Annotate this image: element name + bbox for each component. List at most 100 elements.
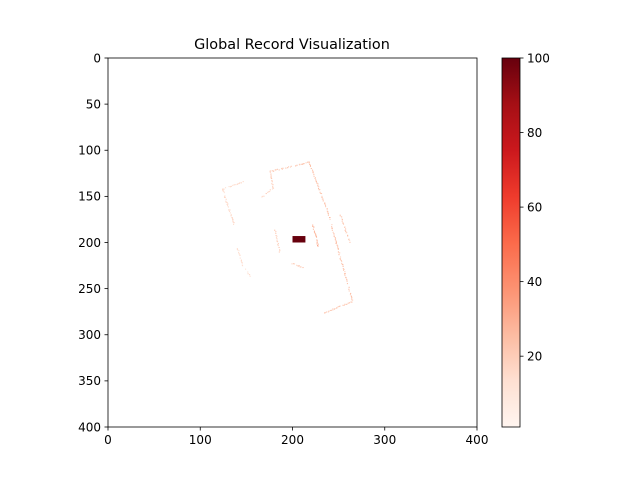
heatmap-wall-trace [270, 161, 310, 172]
heatmap-cell [324, 202, 326, 204]
heatmap-cell [351, 301, 353, 303]
y-tick-label: 50 [86, 97, 101, 111]
heatmap-cell [229, 186, 231, 188]
heatmap-cell [247, 273, 249, 275]
heatmap-cell [321, 195, 323, 197]
y-tick-label: 150 [78, 190, 101, 204]
heatmap-cell [346, 283, 349, 285]
heatmap-cell [342, 269, 345, 271]
colorbar-tick-label: 100 [527, 51, 550, 65]
heatmap-cell [337, 248, 339, 250]
heatmap-cell [340, 259, 342, 261]
heatmap-cell [232, 184, 234, 186]
heatmap-cell [332, 308, 334, 310]
heatmap-cell [229, 209, 231, 211]
heatmap-cell [231, 217, 233, 219]
colorbar-gradient [501, 57, 521, 428]
heatmap-cell [274, 169, 276, 171]
heatmap-cell [348, 238, 350, 240]
heatmap-cell [270, 170, 272, 172]
heatmap-cell [278, 251, 280, 253]
heatmap-cell [224, 195, 226, 197]
heatmap-cell [272, 170, 274, 172]
heatmap-cell [223, 196, 226, 198]
heatmap-cell [273, 170, 275, 172]
heatmap-cell [322, 198, 324, 200]
heatmap-cell [281, 168, 283, 170]
heatmap-cell [344, 272, 346, 275]
heatmap-cell [350, 295, 352, 297]
heatmap-cell [335, 241, 337, 243]
heatmap-cell [342, 264, 344, 266]
heatmap-cell [272, 184, 274, 186]
heatmap-cell [313, 230, 315, 232]
heatmap-cell [318, 186, 320, 188]
heatmap-cell [237, 183, 239, 185]
heatmap-cell [228, 210, 231, 212]
heatmap-cell [302, 163, 304, 165]
heatmap-cell [341, 260, 343, 262]
heatmap-cell [314, 233, 317, 235]
heatmap-cell [330, 309, 332, 312]
x-tick-label: 200 [281, 433, 304, 447]
heatmap-cell [344, 273, 346, 275]
heatmap-cell [313, 174, 315, 176]
x-tick-label: 0 [104, 433, 112, 447]
x-axis: 0 100 200 300 400 [104, 427, 488, 447]
heatmap-cell [282, 167, 284, 169]
heatmap-cell [314, 177, 316, 179]
heatmap-cell [346, 280, 348, 283]
heatmap-cell [308, 161, 310, 163]
heatmap-cell [312, 224, 314, 226]
heatmap-cell [348, 286, 350, 288]
heatmap-cell [225, 200, 227, 202]
heatmap-cell [276, 168, 278, 170]
heatmap-cell [313, 173, 315, 175]
heatmap-cell [343, 303, 346, 305]
heatmap-cell [268, 191, 270, 193]
y-tick-label: 300 [78, 328, 101, 342]
heatmap-cell [342, 222, 344, 224]
heatmap-cell [349, 239, 351, 241]
heatmap-cell [230, 185, 232, 187]
heatmap-cell [263, 195, 265, 197]
heatmap-cell [348, 290, 350, 292]
heatmap-cell [233, 184, 235, 186]
heatmap-cell [291, 263, 293, 265]
heatmap-cell [241, 261, 243, 263]
y-tick-label: 200 [78, 236, 101, 250]
heatmap-cell [270, 175, 272, 177]
heatmap-cell [300, 266, 302, 268]
heatmap-wall-trace [269, 170, 274, 189]
heatmap-cell [235, 184, 237, 186]
heatmap-cell [276, 237, 278, 240]
heatmap-cell [344, 271, 346, 273]
heatmap-cell [222, 189, 224, 191]
heatmap-cell [265, 192, 267, 195]
heatmap-cell [341, 219, 343, 221]
heatmap-cell [345, 277, 347, 279]
heatmap-cell [327, 214, 329, 216]
heatmap-cell [287, 167, 289, 169]
heatmap-cells [222, 161, 354, 314]
heatmap-wall-trace [339, 214, 351, 243]
heatmap-cell [315, 180, 317, 182]
heatmap-cell [345, 232, 347, 234]
heatmap-cell [327, 213, 330, 215]
heatmap-wall-trace [274, 229, 281, 253]
heatmap-cell [315, 236, 318, 238]
heatmap-cell [309, 165, 312, 167]
heatmap-cell [312, 172, 314, 174]
heatmap-cell [336, 307, 338, 309]
heatmap-cell [331, 229, 333, 231]
heatmap-cell [236, 248, 238, 250]
heatmap-wall-trace [236, 248, 244, 267]
heatmap-cell [336, 244, 338, 246]
colorbar-tick-label: 40 [527, 275, 542, 289]
heatmap-cell [343, 268, 345, 270]
heatmap-cell [276, 235, 278, 237]
heatmap-wall-trace [244, 268, 251, 277]
heatmap-cell [296, 264, 298, 266]
heatmap-cell [347, 302, 349, 304]
heatmap-cell [338, 305, 340, 308]
